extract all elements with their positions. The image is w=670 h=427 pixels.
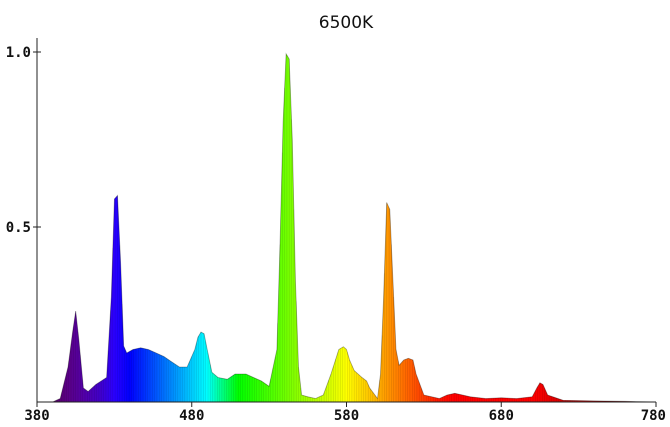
y-tick-label: 0.5: [6, 220, 31, 236]
chart-title: 6500K: [319, 13, 374, 33]
spectrum-area: [37, 52, 657, 403]
x-tick-label: 480: [179, 408, 204, 424]
axis-lines: [36, 38, 656, 403]
x-tick-label: 780: [641, 408, 666, 424]
x-tick-label: 580: [334, 408, 359, 424]
x-axis: 380 480 580 680 780: [24, 402, 666, 424]
y-axis: 0.5 1.0: [6, 45, 41, 236]
x-tick-label: 380: [24, 408, 49, 424]
spectrum-curve: [37, 52, 657, 403]
spectrum-stripes: [56, 55, 578, 402]
y-tick-label: 1.0: [6, 45, 31, 61]
x-tick-label: 680: [489, 408, 514, 424]
